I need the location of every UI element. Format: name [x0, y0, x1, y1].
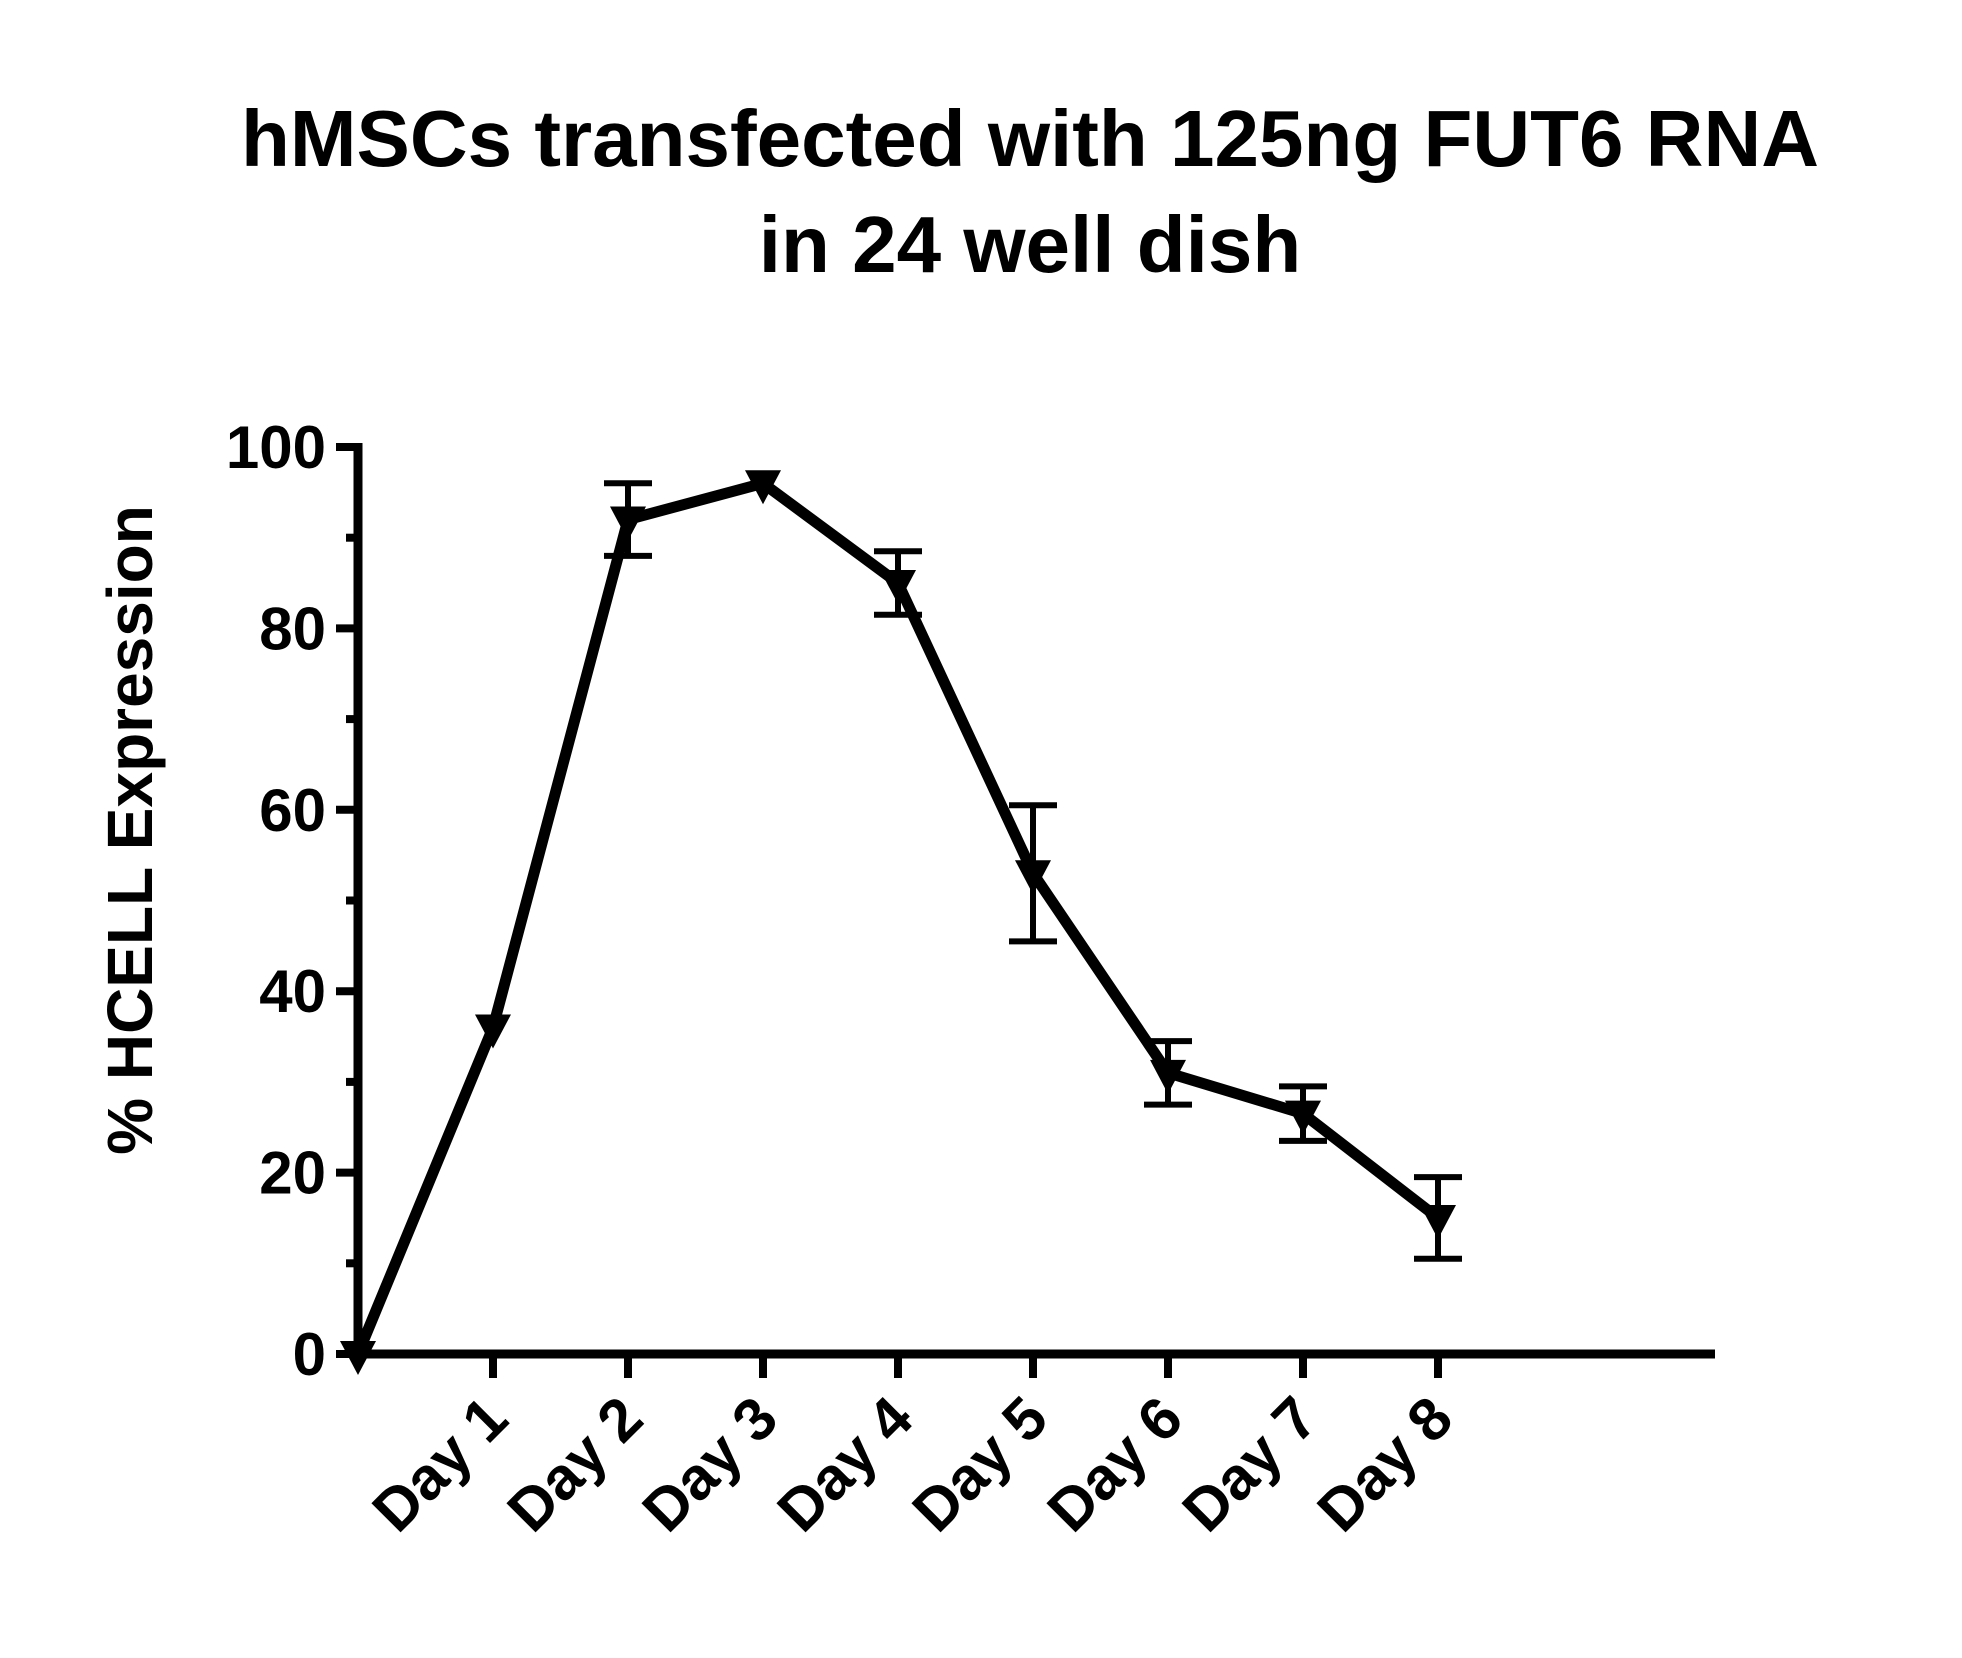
x-tick-label: Day 8: [1305, 1384, 1466, 1545]
chart-title-line-1: hMSCs transfected with 125ng FUT6 RNA: [241, 94, 1819, 183]
data-point: [1150, 1059, 1186, 1094]
data-point: [880, 570, 916, 605]
y-axis-title-group: % HCELL Expression: [94, 505, 166, 1155]
x-tick-label: Day 4: [765, 1383, 926, 1544]
x-tick-label: Day 5: [900, 1384, 1061, 1545]
y-tick-label: 60: [259, 777, 326, 844]
y-axis-title: % HCELL Expression: [94, 505, 166, 1155]
data-point: [475, 1014, 511, 1049]
x-tick-label: Day 6: [1035, 1384, 1196, 1545]
data-point: [1420, 1204, 1456, 1239]
data-point: [610, 506, 646, 541]
y-tick-label: 0: [293, 1321, 326, 1388]
x-tick-label: Day 1: [360, 1384, 521, 1545]
chart-title-line-2: in 24 well dish: [759, 200, 1301, 289]
y-axis-ticks: 0 20 40 60 80 100: [226, 414, 358, 1388]
data-point: [1015, 860, 1051, 895]
x-tick-label: Day 2: [495, 1384, 656, 1545]
data-point: [1285, 1100, 1321, 1135]
y-tick-label: 100: [226, 414, 326, 481]
x-tick-label: Day 3: [630, 1384, 791, 1545]
data-point: [745, 470, 781, 505]
series-layer: [340, 470, 1462, 1375]
chart-title: hMSCs transfected with 125ng FUT6 RNA in…: [241, 94, 1819, 289]
y-tick-label: 80: [259, 595, 326, 662]
y-tick-label: 20: [259, 1140, 326, 1207]
series-0: [340, 470, 1462, 1375]
x-tick-label: Day 7: [1170, 1384, 1331, 1545]
y-tick-label: 40: [259, 958, 326, 1025]
data-point: [340, 1341, 376, 1375]
